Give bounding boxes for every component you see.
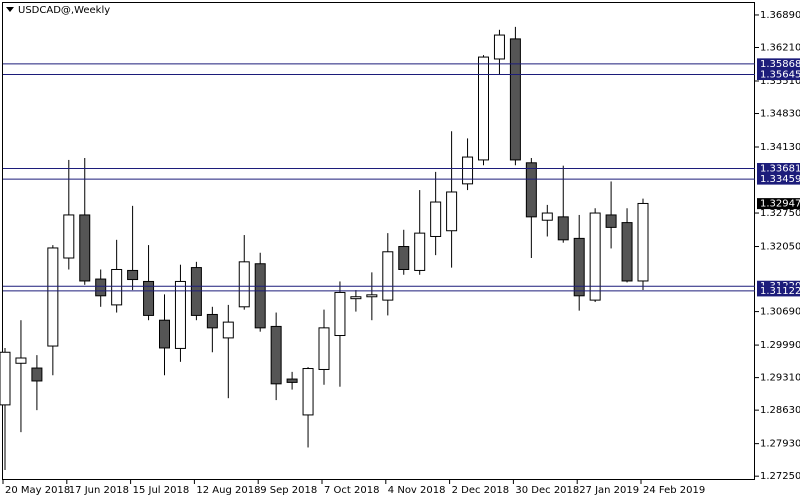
level-label: 1.31122 (760, 286, 800, 297)
candle-body (509, 38, 521, 161)
candle-body (47, 247, 59, 347)
y-tick-label: 1.36890 (760, 10, 800, 21)
candle-body (286, 378, 298, 383)
x-tick-label: 30 Dec 2018 (515, 485, 579, 496)
candle-body (302, 368, 314, 416)
candle-body (0, 351, 11, 406)
candle-body (127, 269, 139, 281)
candle-body (79, 214, 91, 282)
candle-body (541, 212, 553, 221)
candle-body (31, 367, 43, 382)
candle-body (15, 357, 27, 364)
candle-body (446, 191, 458, 232)
candle-body (557, 216, 569, 241)
level-label-box (757, 162, 800, 174)
x-tick-label: 17 Jun 2018 (69, 485, 129, 496)
last-price-box (757, 198, 800, 210)
candle-body (238, 261, 250, 308)
x-tick-label: 7 Oct 2018 (324, 485, 379, 496)
candle-body (174, 280, 186, 349)
candle-body (493, 34, 505, 60)
candle-body (573, 237, 585, 297)
candle-body (254, 263, 266, 329)
candle-body (478, 56, 489, 161)
last-price-label: 1.32947 (760, 199, 800, 210)
x-tick-label: 12 Aug 2018 (196, 485, 260, 496)
candle-body (637, 202, 649, 282)
level-label: 1.33681 (760, 163, 800, 174)
y-tick-label: 1.27930 (760, 439, 800, 450)
candle-body (206, 313, 218, 329)
y-tick-label: 1.34130 (760, 142, 800, 153)
candle-body (334, 291, 346, 337)
candle-body (366, 294, 378, 298)
y-tick-label: 1.28630 (760, 405, 800, 416)
y-tick-label: 1.32750 (760, 208, 800, 219)
candle-body (589, 212, 601, 301)
candle-body (222, 321, 234, 339)
candle-body (414, 232, 426, 271)
y-tick-label: 1.32050 (760, 242, 800, 253)
candle-body (190, 267, 202, 316)
candle-body (318, 327, 330, 370)
candle-body (430, 201, 442, 237)
level-label: 1.35868 (760, 59, 800, 70)
y-tick-label: 1.29310 (760, 373, 800, 384)
candle-body (621, 222, 633, 282)
candle-body (159, 319, 170, 349)
level-label: 1.35645 (760, 70, 800, 81)
x-tick-label: 9 Sep 2018 (260, 485, 317, 496)
candle-body (350, 296, 362, 300)
y-tick-label: 1.29990 (760, 340, 800, 351)
candle-body (605, 214, 617, 228)
candle-body (111, 268, 123, 306)
candle-body (462, 156, 474, 185)
x-tick-label: 4 Nov 2018 (388, 485, 446, 496)
y-tick-label: 1.34830 (760, 109, 800, 120)
y-tick-label: 1.35510 (760, 76, 800, 87)
plot-frame (2, 2, 755, 480)
y-tick-label: 1.30690 (760, 307, 800, 318)
level-label-box (757, 173, 800, 185)
x-tick-label: 2 Dec 2018 (452, 485, 510, 496)
y-tick-label: 1.36210 (760, 42, 800, 53)
candle-body (143, 280, 155, 316)
x-tick-label: 20 May 2018 (5, 485, 70, 496)
candle-body (95, 278, 107, 297)
level-label-box (757, 69, 800, 81)
candle-body (63, 214, 75, 259)
level-label-box (757, 58, 800, 70)
level-label: 1.33459 (760, 174, 800, 185)
candle-body (398, 246, 410, 270)
chart-title: USDCAD@,Weekly (18, 5, 110, 16)
x-tick-label: 15 Jul 2018 (133, 485, 190, 496)
level-label-box (757, 285, 800, 297)
y-tick-label: 1.27250 (760, 471, 800, 482)
x-tick-label: 27 Jan 2019 (579, 485, 639, 496)
candle-body (382, 251, 394, 301)
candle-body (270, 325, 282, 385)
x-tick-label: 24 Feb 2019 (643, 485, 705, 496)
menu-arrow[interactable] (6, 7, 14, 12)
candle-body (525, 162, 537, 218)
